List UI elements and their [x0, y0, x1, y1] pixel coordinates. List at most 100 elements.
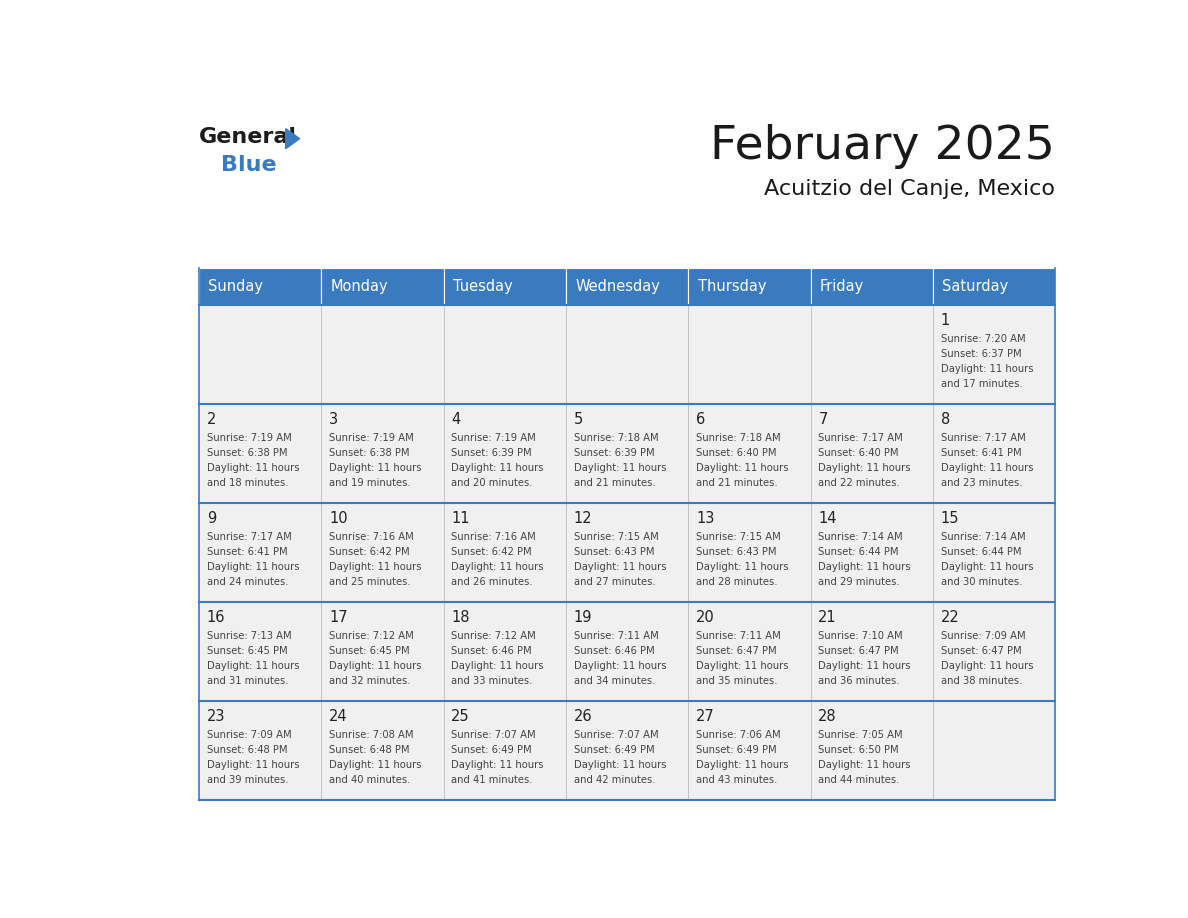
Text: and 41 minutes.: and 41 minutes. — [451, 776, 532, 786]
Bar — [565, 404, 688, 503]
Text: Sunrise: 7:14 AM: Sunrise: 7:14 AM — [941, 532, 1025, 543]
Text: 1: 1 — [941, 313, 950, 328]
Text: Friday: Friday — [820, 279, 864, 294]
Text: Sunset: 6:47 PM: Sunset: 6:47 PM — [696, 646, 777, 656]
Text: Sunset: 6:43 PM: Sunset: 6:43 PM — [696, 547, 777, 557]
Text: 17: 17 — [329, 610, 348, 625]
Text: and 44 minutes.: and 44 minutes. — [819, 776, 899, 786]
Bar — [933, 602, 1055, 701]
Bar — [688, 305, 810, 404]
Bar — [810, 305, 933, 404]
Text: General: General — [198, 127, 297, 147]
Text: Daylight: 11 hours: Daylight: 11 hours — [819, 464, 911, 474]
Text: 16: 16 — [207, 610, 225, 625]
Text: Sunrise: 7:13 AM: Sunrise: 7:13 AM — [207, 632, 291, 642]
Text: Sunrise: 7:12 AM: Sunrise: 7:12 AM — [451, 632, 536, 642]
Text: Sunset: 6:39 PM: Sunset: 6:39 PM — [451, 448, 532, 458]
Text: and 21 minutes.: and 21 minutes. — [696, 478, 778, 488]
Text: 27: 27 — [696, 709, 715, 723]
Bar — [933, 701, 1055, 800]
Text: Sunset: 6:42 PM: Sunset: 6:42 PM — [329, 547, 410, 557]
Text: and 33 minutes.: and 33 minutes. — [451, 677, 532, 687]
Text: Daylight: 11 hours: Daylight: 11 hours — [696, 563, 789, 572]
Text: and 21 minutes.: and 21 minutes. — [574, 478, 656, 488]
Text: Daylight: 11 hours: Daylight: 11 hours — [819, 760, 911, 770]
Text: Sunrise: 7:18 AM: Sunrise: 7:18 AM — [696, 433, 781, 443]
Bar — [688, 404, 810, 503]
Bar — [321, 404, 443, 503]
Text: February 2025: February 2025 — [710, 124, 1055, 169]
Text: Daylight: 11 hours: Daylight: 11 hours — [329, 661, 422, 671]
Text: and 18 minutes.: and 18 minutes. — [207, 478, 289, 488]
Bar — [810, 404, 933, 503]
Text: Sunset: 6:40 PM: Sunset: 6:40 PM — [696, 448, 777, 458]
Bar — [321, 268, 443, 305]
Text: Sunrise: 7:15 AM: Sunrise: 7:15 AM — [696, 532, 781, 543]
Text: Sunrise: 7:07 AM: Sunrise: 7:07 AM — [574, 731, 658, 740]
Text: Sunset: 6:42 PM: Sunset: 6:42 PM — [451, 547, 532, 557]
Bar — [565, 602, 688, 701]
Text: Sunrise: 7:20 AM: Sunrise: 7:20 AM — [941, 334, 1025, 344]
Text: 24: 24 — [329, 709, 348, 723]
Bar — [321, 305, 443, 404]
Text: 9: 9 — [207, 510, 216, 526]
Text: and 43 minutes.: and 43 minutes. — [696, 776, 777, 786]
Text: and 38 minutes.: and 38 minutes. — [941, 677, 1022, 687]
Text: Daylight: 11 hours: Daylight: 11 hours — [941, 563, 1034, 572]
Text: Monday: Monday — [330, 279, 388, 294]
Text: Daylight: 11 hours: Daylight: 11 hours — [207, 464, 299, 474]
Text: and 35 minutes.: and 35 minutes. — [696, 677, 777, 687]
Text: 28: 28 — [819, 709, 838, 723]
Text: Wednesday: Wednesday — [575, 279, 661, 294]
Text: and 29 minutes.: and 29 minutes. — [819, 577, 901, 588]
Bar — [443, 268, 565, 305]
Text: Sunset: 6:44 PM: Sunset: 6:44 PM — [941, 547, 1022, 557]
Bar — [198, 305, 321, 404]
Text: 14: 14 — [819, 510, 836, 526]
Text: Sunrise: 7:19 AM: Sunrise: 7:19 AM — [207, 433, 291, 443]
Text: Sunset: 6:46 PM: Sunset: 6:46 PM — [451, 646, 532, 656]
Text: Acuitzio del Canje, Mexico: Acuitzio del Canje, Mexico — [764, 179, 1055, 199]
Bar — [933, 503, 1055, 602]
Text: Sunrise: 7:09 AM: Sunrise: 7:09 AM — [941, 632, 1025, 642]
Text: Blue: Blue — [221, 155, 276, 174]
Text: 11: 11 — [451, 510, 469, 526]
Text: Sunset: 6:40 PM: Sunset: 6:40 PM — [819, 448, 899, 458]
Text: Daylight: 11 hours: Daylight: 11 hours — [451, 661, 544, 671]
Text: and 40 minutes.: and 40 minutes. — [329, 776, 410, 786]
Text: and 28 minutes.: and 28 minutes. — [696, 577, 777, 588]
Text: Sunrise: 7:17 AM: Sunrise: 7:17 AM — [941, 433, 1025, 443]
Text: Sunset: 6:41 PM: Sunset: 6:41 PM — [941, 448, 1022, 458]
Text: Sunset: 6:38 PM: Sunset: 6:38 PM — [329, 448, 410, 458]
Bar — [443, 602, 565, 701]
Bar — [443, 305, 565, 404]
Text: and 34 minutes.: and 34 minutes. — [574, 677, 655, 687]
Text: 25: 25 — [451, 709, 470, 723]
Text: Sunrise: 7:09 AM: Sunrise: 7:09 AM — [207, 731, 291, 740]
Bar — [443, 701, 565, 800]
Text: and 20 minutes.: and 20 minutes. — [451, 478, 532, 488]
Bar — [565, 701, 688, 800]
Text: Sunrise: 7:15 AM: Sunrise: 7:15 AM — [574, 532, 658, 543]
Text: and 42 minutes.: and 42 minutes. — [574, 776, 655, 786]
Bar — [933, 305, 1055, 404]
Text: 7: 7 — [819, 411, 828, 427]
Text: Sunrise: 7:11 AM: Sunrise: 7:11 AM — [574, 632, 658, 642]
Bar — [565, 268, 688, 305]
Bar — [321, 602, 443, 701]
Text: 23: 23 — [207, 709, 225, 723]
Text: Sunset: 6:44 PM: Sunset: 6:44 PM — [819, 547, 899, 557]
Text: Sunday: Sunday — [208, 279, 264, 294]
Bar — [198, 602, 321, 701]
Text: Sunrise: 7:10 AM: Sunrise: 7:10 AM — [819, 632, 903, 642]
Text: Sunrise: 7:19 AM: Sunrise: 7:19 AM — [329, 433, 413, 443]
Text: Daylight: 11 hours: Daylight: 11 hours — [329, 760, 422, 770]
Text: and 22 minutes.: and 22 minutes. — [819, 478, 901, 488]
Text: Sunset: 6:39 PM: Sunset: 6:39 PM — [574, 448, 655, 458]
Text: Sunrise: 7:17 AM: Sunrise: 7:17 AM — [207, 532, 291, 543]
Text: 22: 22 — [941, 610, 960, 625]
Text: Sunset: 6:46 PM: Sunset: 6:46 PM — [574, 646, 655, 656]
Text: Sunset: 6:49 PM: Sunset: 6:49 PM — [574, 745, 655, 756]
Text: Daylight: 11 hours: Daylight: 11 hours — [941, 464, 1034, 474]
Bar — [198, 503, 321, 602]
